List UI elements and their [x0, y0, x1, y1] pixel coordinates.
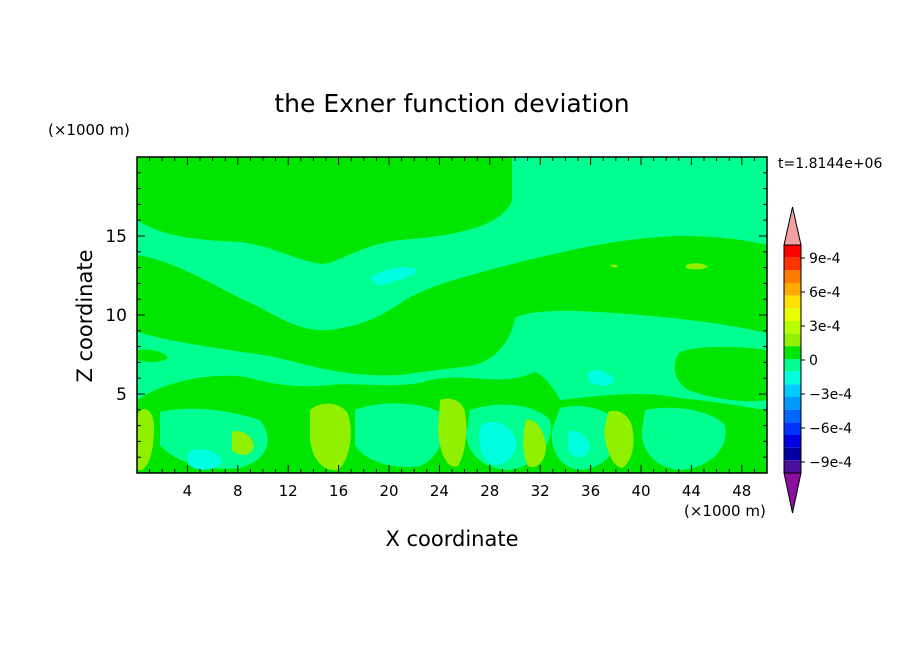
contour-neg-28 [479, 421, 517, 465]
colorbar-label: 6e-4 [809, 285, 841, 301]
x-tick-label: 44 [682, 482, 701, 500]
contour-cell-15 [310, 403, 351, 471]
x-tick-label: 48 [732, 482, 751, 500]
colorbar-swatch [784, 295, 801, 309]
colorbar-swatch [784, 460, 801, 473]
contour-cell-38 [604, 410, 634, 468]
contour-cell-9 [232, 430, 254, 455]
contour-pos-44 [686, 263, 708, 270]
colorbar-label: −6e-4 [809, 421, 852, 437]
colorbar-swatch [784, 308, 801, 321]
x-tick-label: 28 [480, 482, 499, 500]
contour-left-positive [137, 349, 168, 362]
x-tick-label: 4 [183, 482, 193, 500]
colorbar-label: 9e-4 [809, 251, 841, 267]
colorbar-swatch [784, 435, 801, 448]
contour-cell-left [137, 408, 154, 470]
x-axis-label: X coordinate [385, 527, 518, 551]
colorbar-label: −3e-4 [809, 387, 852, 403]
contour-neg-35 [568, 430, 590, 458]
contour-cell-24 [438, 398, 467, 467]
contour-lower-neutral-5 [641, 407, 726, 470]
colorbar-swatch [784, 409, 801, 423]
colorbar-swatch [784, 283, 801, 296]
x-unit-label: (×1000 m) [684, 502, 766, 520]
contour-neg-20 [370, 267, 418, 286]
contour-neg-36 [588, 370, 614, 386]
contour-cell-34 [523, 419, 546, 468]
contour-right-positive [674, 346, 767, 402]
colorbar: 9e-4 6e-4 3e-4 0 −3e-4 −6e-4 −9e-4 [783, 206, 852, 514]
x-tick-label: 12 [279, 482, 298, 500]
y-axis-label: Z coordinate [73, 249, 97, 382]
colorbar-swatch [784, 321, 801, 334]
colorbar-swatch [784, 422, 801, 435]
colorbar-swatch [784, 397, 801, 410]
x-tick-label: 32 [531, 482, 550, 500]
colorbar-label: 0 [809, 353, 818, 369]
colorbar-label: −9e-4 [809, 455, 852, 471]
chart-title: the Exner function deviation [274, 89, 629, 118]
x-tick-label: 40 [631, 482, 650, 500]
x-ticks: 4 8 12 16 20 24 28 32 36 40 44 48 [149, 157, 755, 500]
colorbar-swatch [784, 333, 801, 347]
contour-pos-39 [610, 264, 618, 268]
y-unit-label: (×1000 m) [48, 121, 130, 139]
colorbar-swatch [784, 257, 801, 271]
colorbar-swatch [784, 346, 801, 359]
x-tick-label: 8 [233, 482, 243, 500]
y-ticks: 5 10 15 [105, 172, 767, 458]
y-tick-label: 5 [116, 385, 127, 405]
colorbar-swatch [784, 245, 801, 258]
time-label: t=1.8144e+06 [778, 156, 882, 172]
colorbar-swatch [784, 359, 801, 372]
x-tick-label: 36 [581, 482, 600, 500]
colorbar-label: 3e-4 [809, 319, 841, 335]
contour-lower-neutral-2 [355, 403, 444, 468]
colorbar-swatch [784, 371, 801, 385]
colorbar-swatch [784, 384, 801, 397]
y-tick-label: 10 [105, 306, 127, 326]
colorbar-under-triangle [783, 472, 802, 514]
x-tick-label: 20 [379, 482, 398, 500]
contour-plot-area [137, 157, 767, 473]
y-tick-label: 15 [105, 227, 127, 247]
x-tick-label: 24 [430, 482, 449, 500]
contour-neg-5 [188, 449, 222, 470]
colorbar-over-triangle [783, 206, 802, 246]
contour-mid-positive [137, 236, 767, 376]
colorbar-swatch [784, 447, 801, 461]
colorbar-swatch [784, 270, 801, 283]
x-tick-label: 16 [329, 482, 348, 500]
colorbar-frame [783, 244, 802, 474]
contour-upper-positive [137, 157, 512, 264]
